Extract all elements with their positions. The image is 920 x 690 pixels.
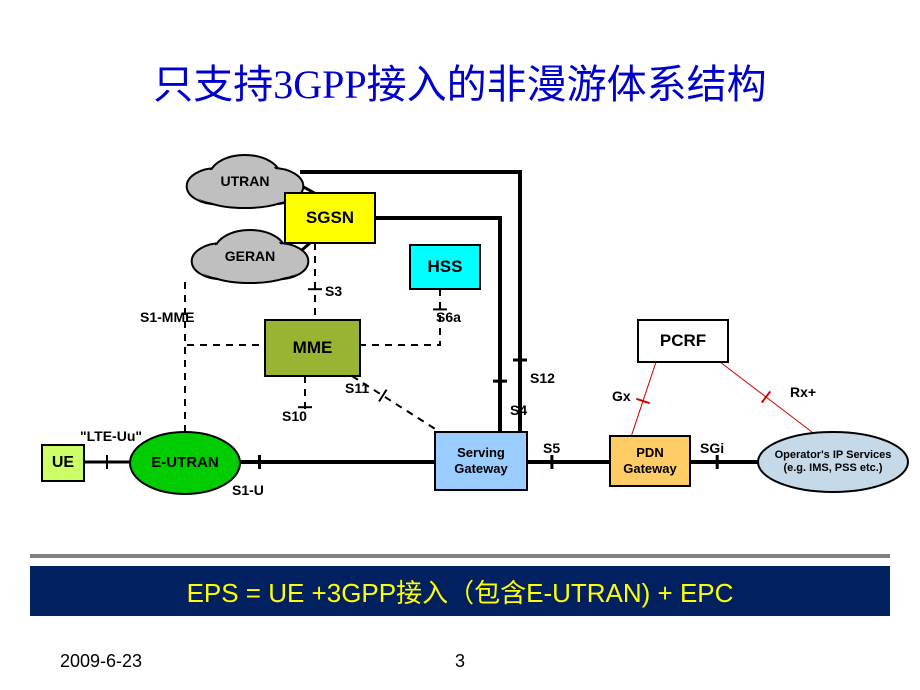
- node-sgw: Serving Gateway: [435, 432, 527, 490]
- footer-date: 2009-6-23: [60, 651, 142, 672]
- node-sgsn: SGSN: [285, 193, 375, 243]
- node-eutran: E-UTRAN: [130, 432, 240, 494]
- node-ue: UE: [42, 445, 84, 481]
- divider-rule: [30, 554, 890, 558]
- edge-label-utran-s12: S12: [530, 370, 555, 386]
- edge-label-mme-s10: S10: [282, 408, 307, 424]
- edge-label-sgi: SGi: [700, 440, 724, 456]
- node-mme: MME: [265, 320, 360, 376]
- edge-label-rxplus: Rx+: [790, 384, 816, 400]
- node-pgw: PDN Gateway: [610, 436, 690, 486]
- node-hss: HSS: [410, 245, 480, 289]
- edge-label-sgsn-s3-mme: S3: [325, 283, 342, 299]
- edge-label-s1-mme: S1-MME: [140, 309, 194, 325]
- node-opsvc: Operator's IP Services (e.g. IMS, PSS et…: [758, 432, 908, 492]
- edge-label-sgsn-s4: S4: [510, 402, 527, 418]
- node-pcrf: PCRF: [638, 320, 728, 362]
- edge-label-s5: S5: [543, 440, 560, 456]
- footer-formula: EPS = UE +3GPP接入（包含E-UTRAN) + EPC: [187, 573, 734, 610]
- footer-page: 3: [455, 651, 465, 672]
- edge-s1-mme: [185, 282, 265, 345]
- edge-hss-mme-s6a: [360, 289, 440, 345]
- edge-label-mme-sgw-s11: S11: [345, 380, 369, 396]
- edge-label-gx: Gx: [612, 388, 631, 404]
- edge-label-hss-mme-s6a: S6a: [436, 309, 461, 325]
- node-utran: UTRAN: [190, 155, 300, 207]
- footer-bar: EPS = UE +3GPP接入（包含E-UTRAN) + EPC: [30, 566, 890, 616]
